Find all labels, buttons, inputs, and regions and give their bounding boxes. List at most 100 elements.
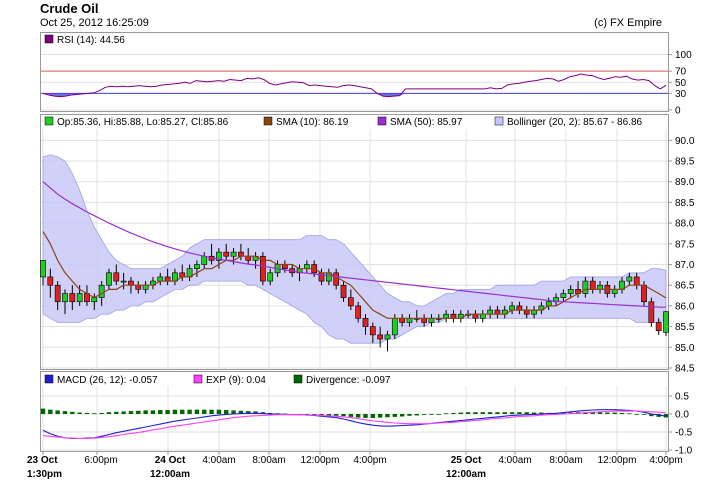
candle-body	[40, 260, 46, 278]
divergence-bar	[399, 414, 405, 417]
divergence-bar	[55, 410, 60, 414]
copyright-label: (c) FX Empire	[594, 17, 662, 29]
candle-body	[347, 297, 354, 307]
macd-plot	[40, 408, 669, 440]
x-tick-label: 12:00am	[446, 469, 486, 480]
rsi-tick-label: 50	[675, 78, 687, 89]
price-tick-label: 89.5	[675, 157, 695, 168]
price-y-axis: 90.0 89.5 89.0 88.5 88.0 87.5 87.0 86.5 86.0 85.5…	[668, 136, 695, 375]
rsi-tick-label: 0	[675, 106, 681, 117]
price-tick-label: 89.0	[675, 177, 695, 188]
x-tick-label: 4:00pm	[353, 455, 386, 466]
candle-body	[201, 255, 208, 265]
divergence-bar	[363, 414, 368, 418]
macd-tick-label: 0.5	[675, 392, 689, 403]
divergence-bar	[539, 412, 544, 414]
divergence-bar	[84, 412, 90, 414]
divergence-bar	[348, 414, 354, 417]
divergence-bar	[187, 409, 192, 414]
divergence-bar	[172, 409, 178, 414]
candle-body	[333, 272, 340, 286]
candle-body	[98, 284, 105, 298]
divergence-bar	[465, 412, 471, 414]
ohlc-legend-swatch	[44, 116, 54, 126]
candle-body	[106, 272, 112, 286]
macd-tick-label: -1.0	[675, 446, 693, 457]
candle-body	[318, 272, 325, 282]
macd-tick-label: -0.5	[675, 428, 693, 439]
x-tick-label: 1:30pm	[27, 469, 62, 480]
candle-body	[545, 301, 552, 307]
exp-legend-label: EXP (9): 0.04	[206, 375, 266, 386]
divergence-bar	[414, 414, 419, 416]
divergence-bar	[70, 411, 75, 414]
candle-body	[340, 284, 347, 298]
price-tick-label: 84.5	[675, 364, 695, 375]
divergence-bar	[429, 414, 434, 415]
x-axis: 23 Oct 1:30pm 6:00pm 24 Oct 12:00am 4:00am 8:0…	[27, 451, 683, 480]
price-tick-label: 88.5	[675, 198, 695, 209]
divergence-bar	[509, 412, 515, 414]
candle-body	[282, 264, 288, 269]
rsi-tick-label: 100	[675, 50, 692, 61]
divergence-bar	[612, 412, 617, 414]
divergence-bar	[487, 412, 493, 414]
rsi-legend-swatch	[44, 34, 54, 44]
divergence-bar	[649, 414, 654, 417]
divergence-bar	[355, 414, 361, 418]
x-tick-label: 6:00pm	[84, 455, 117, 466]
divergence-bar	[304, 414, 310, 415]
candle-body	[157, 276, 164, 282]
divergence-bar	[62, 411, 68, 414]
rsi-legend-label: RSI (14): 44.56	[57, 35, 125, 46]
x-tick-label: 8:00am	[549, 455, 582, 466]
candle-body	[230, 251, 237, 257]
divergence-legend-label: Divergence: -0.097	[306, 375, 391, 386]
x-tick-label: 25 Oct	[451, 455, 482, 466]
candle-body	[142, 284, 149, 290]
candle-body	[633, 276, 640, 286]
divergence-bar	[443, 413, 449, 415]
sma50-legend-swatch	[377, 116, 387, 126]
divergence-bar	[319, 414, 324, 416]
candle-body	[377, 334, 384, 340]
price-tick-label: 87.0	[675, 260, 695, 271]
chart-datetime: Oct 25, 2012 16:25:09	[40, 17, 149, 29]
candle-body	[120, 280, 127, 283]
divergence-bar	[524, 412, 529, 414]
divergence-bar	[106, 412, 112, 414]
divergence-bar	[495, 412, 500, 414]
divergence-bar	[121, 411, 126, 414]
price-tick-label: 88.0	[675, 219, 695, 230]
candle-body	[509, 305, 515, 311]
rsi-tick-label: 70	[675, 67, 687, 78]
candle-body	[384, 334, 391, 340]
divergence-bar	[333, 414, 339, 416]
divergence-bar	[238, 410, 244, 414]
candle-body	[597, 284, 603, 290]
macd-legend-label: MACD (26, 12): -0.057	[57, 375, 158, 386]
sma10-legend-swatch	[263, 116, 273, 126]
divergence-bar	[370, 414, 376, 418]
divergence-bar	[150, 410, 156, 414]
divergence-bar	[253, 411, 258, 414]
macd-legend-swatch	[44, 374, 54, 384]
divergence-bar	[407, 414, 412, 416]
divergence-bar	[627, 413, 632, 415]
candle-body	[472, 313, 479, 319]
divergence-bar	[77, 412, 82, 414]
candle-body	[428, 318, 435, 323]
candle-body	[663, 311, 669, 333]
candle-body	[76, 293, 83, 303]
candle-body	[194, 264, 200, 269]
candle-body	[516, 305, 523, 311]
candle-body	[626, 276, 633, 282]
candle-body	[128, 280, 134, 286]
divergence-bar	[136, 410, 141, 414]
price-tick-label: 86.0	[675, 301, 695, 312]
divergence-bar	[224, 410, 229, 414]
divergence-bar	[165, 410, 170, 414]
candle-body	[267, 272, 274, 282]
candle-body	[391, 318, 398, 336]
